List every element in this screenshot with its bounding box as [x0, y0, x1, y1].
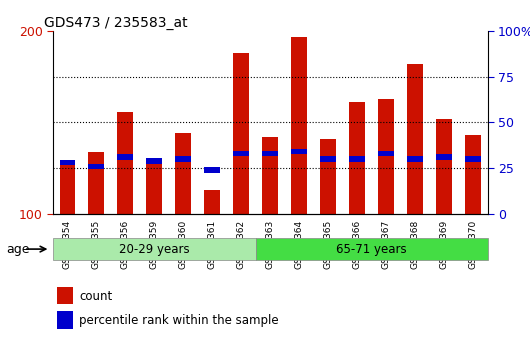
Text: 20-29 years: 20-29 years [119, 243, 190, 256]
Bar [118, 155, 134, 160]
Bar [320, 156, 336, 162]
Bar [57, 312, 73, 329]
Text: GDS473 / 235583_at: GDS473 / 235583_at [45, 16, 188, 30]
Bar [175, 134, 191, 214]
Bar [59, 163, 75, 214]
Bar [89, 164, 104, 169]
Bar [320, 139, 336, 214]
Bar [57, 287, 73, 304]
Bar [233, 151, 249, 156]
Bar [175, 156, 191, 162]
Bar [256, 238, 488, 260]
Bar [59, 160, 75, 166]
Bar [292, 149, 307, 155]
Bar [118, 111, 134, 214]
Bar [262, 137, 278, 214]
Bar [349, 102, 365, 214]
Bar [205, 167, 220, 173]
Bar [436, 155, 452, 160]
Text: percentile rank within the sample: percentile rank within the sample [79, 314, 279, 327]
Bar [53, 238, 256, 260]
Bar [407, 156, 423, 162]
Bar [465, 135, 481, 214]
Bar [262, 151, 278, 156]
Bar [89, 152, 104, 214]
Bar [146, 158, 162, 164]
Bar [292, 37, 307, 214]
Bar [233, 53, 249, 214]
Bar [436, 119, 452, 214]
Bar [378, 151, 394, 156]
Bar [205, 190, 220, 214]
Bar [146, 159, 162, 214]
Bar [378, 99, 394, 214]
Text: count: count [79, 289, 112, 303]
Bar [349, 156, 365, 162]
Bar [465, 156, 481, 162]
Bar [407, 64, 423, 214]
Text: age: age [6, 243, 30, 256]
Text: 65-71 years: 65-71 years [337, 243, 407, 256]
